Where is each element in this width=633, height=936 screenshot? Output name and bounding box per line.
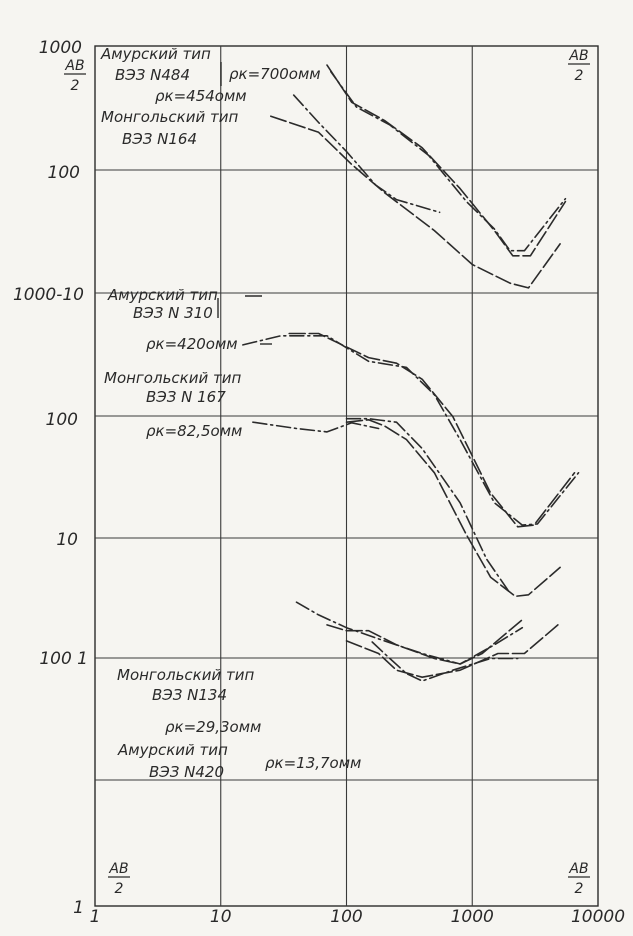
- data-curve: [269, 115, 561, 289]
- annotation-label: ρк=420омм: [146, 335, 238, 353]
- annotation-label: ВЭЗ N134: [152, 686, 227, 704]
- y-tick-label: 100 1: [39, 649, 88, 669]
- x-axis-label-bottom-right-denominator: 2: [575, 881, 584, 897]
- data-curve: [288, 332, 576, 528]
- x-tick-label: 1: [90, 907, 101, 927]
- data-curve: [292, 94, 441, 214]
- data-curve: [345, 624, 559, 679]
- y-axis-label-bottom-numerator: AB: [108, 861, 128, 877]
- y-tick-label: 100: [46, 410, 78, 430]
- y-tick-label: 1000-10: [13, 285, 84, 305]
- data-curve: [345, 417, 511, 595]
- data-curve: [345, 418, 561, 598]
- annotation-label: Монгольский тип: [101, 108, 238, 126]
- y-axis-label-top-denominator: 2: [71, 78, 80, 94]
- annotation-label: ρк=700омм: [229, 65, 321, 83]
- data-curve: [326, 618, 524, 665]
- y-tick-label: 10: [56, 530, 78, 550]
- annotation-label: ВЭЗ N 310: [133, 304, 213, 322]
- annotation-label: Амурский тип: [117, 741, 228, 759]
- annotation-label: Монгольский тип: [117, 666, 254, 684]
- data-curve: [295, 601, 524, 665]
- y-tick-label: 1000: [39, 38, 82, 58]
- annotation-label: ρк=82,5омм: [146, 422, 242, 440]
- annotation-label: ВЭЗ N420: [149, 763, 224, 781]
- data-curve: [329, 70, 567, 252]
- data-curve: [326, 64, 567, 257]
- y-axis-label-bottom-denominator: 2: [115, 881, 124, 897]
- y-axis-label-top-numerator: AB: [64, 58, 84, 74]
- x-tick-label: 10000: [571, 907, 625, 927]
- annotation-label: ρк=454омм: [155, 87, 247, 105]
- annotation-label: ВЭЗ N484: [115, 66, 190, 84]
- x-tick-label: 1000: [451, 907, 494, 927]
- data-curve: [242, 334, 580, 526]
- x-axis-label-bottom-right-numerator: AB: [568, 861, 588, 877]
- annotation-label: ВЭЗ N 167: [146, 388, 226, 406]
- annotation-label: ВЭЗ N164: [122, 130, 197, 148]
- y-tick-label: 1: [73, 898, 84, 918]
- annotation-label: Амурский тип: [100, 45, 211, 63]
- annotation-label: Амурский тип: [107, 286, 218, 304]
- x-tick-label: 10: [210, 907, 232, 927]
- annotation-label: ρк=13,7омм: [265, 754, 361, 772]
- annotation-label: ρк=29,3омм: [165, 718, 261, 736]
- x-axis-label-top-right-numerator: AB: [568, 48, 588, 64]
- y-tick-label: 100: [48, 163, 80, 183]
- data-curve: [252, 421, 380, 433]
- x-tick-label: 100: [330, 907, 362, 927]
- annotation-label: Монгольский тип: [104, 369, 241, 387]
- x-axis-label-top-right-denominator: 2: [575, 68, 584, 84]
